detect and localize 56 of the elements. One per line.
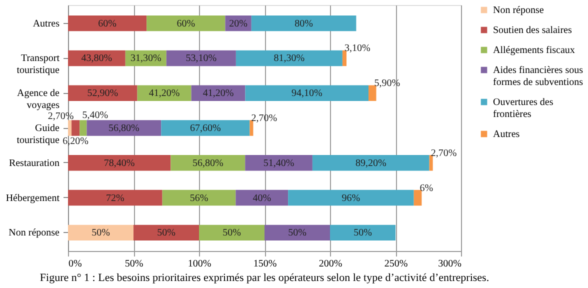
data-label: 94,10% bbox=[291, 88, 322, 100]
data-label: 40% bbox=[252, 192, 272, 204]
data-label: 67,60% bbox=[190, 123, 221, 134]
data-label: 41,20% bbox=[148, 88, 180, 100]
legend-label: Autres bbox=[493, 129, 520, 140]
data-label: 52,90% bbox=[87, 88, 118, 100]
data-label: 50% bbox=[288, 228, 306, 239]
data-label: 6,20% bbox=[62, 136, 89, 147]
data-label: 56% bbox=[190, 192, 208, 204]
y-tick-label: Hébergement bbox=[6, 192, 60, 204]
data-label: 50% bbox=[157, 228, 176, 239]
legend-label: Aides financières sous formes de subventions bbox=[493, 65, 584, 88]
x-tick-label: 50% bbox=[124, 258, 144, 270]
data-label: 80% bbox=[294, 18, 313, 30]
data-label: 53,10% bbox=[186, 53, 217, 64]
data-label: 50% bbox=[92, 228, 110, 239]
x-tick-label: 300% bbox=[438, 258, 462, 270]
y-tick-label: Guide touristique bbox=[16, 123, 60, 146]
y-tick-label: Agence de voyages bbox=[17, 88, 60, 112]
data-label: 2,70% bbox=[48, 111, 74, 122]
data-label: 89,20% bbox=[355, 158, 386, 169]
x-tick-label: 0% bbox=[68, 258, 82, 270]
data-label: 51,40% bbox=[263, 158, 294, 169]
x-tick-label: 200% bbox=[318, 258, 342, 270]
x-tick-label: 250% bbox=[384, 258, 408, 270]
data-label: 56,80% bbox=[108, 123, 140, 134]
data-label: 60% bbox=[98, 18, 116, 30]
data-label: 41,20% bbox=[202, 88, 234, 100]
data-label: 3,10% bbox=[344, 43, 370, 54]
x-tick-label: 100% bbox=[188, 258, 212, 270]
text: Figure n° 1 : Les besoins prioritaires exprimés par les opérateurs selon le type d’activité d’entreprises. bbox=[40, 272, 490, 284]
data-label: 81,30% bbox=[274, 53, 305, 64]
data-label: 43,80% bbox=[81, 53, 112, 64]
data-label: 5,90% bbox=[374, 78, 400, 90]
data-label: 78,40% bbox=[104, 158, 135, 169]
data-label: 96% bbox=[342, 192, 360, 204]
data-label: 56,80% bbox=[192, 158, 224, 169]
data-label: 2,70% bbox=[251, 113, 278, 124]
y-tick-label: Non réponse bbox=[8, 228, 60, 239]
data-label: 72% bbox=[106, 192, 124, 204]
legend-label: Ouvertures des frontières bbox=[493, 97, 554, 120]
data-label: 6% bbox=[420, 182, 434, 194]
data-label: 60% bbox=[176, 18, 196, 30]
y-tick-label: Autres bbox=[32, 18, 60, 30]
legend-label: Soutien des salaires bbox=[493, 25, 572, 36]
data-label: 20% bbox=[229, 18, 248, 30]
data-label: 2,70% bbox=[430, 148, 457, 159]
y-tick-label: Transport touristique bbox=[16, 53, 60, 76]
data-label: 50% bbox=[354, 228, 372, 239]
data-label: 50% bbox=[222, 228, 241, 239]
data-label: 5,40% bbox=[82, 110, 108, 121]
legend-label: Allégements fiscaux bbox=[493, 45, 575, 56]
x-tick-label: 150% bbox=[253, 258, 277, 270]
legend-label: Non réponse bbox=[493, 5, 544, 16]
y-tick-label: Restauration bbox=[8, 158, 60, 169]
data-label: 31,30% bbox=[130, 53, 162, 64]
